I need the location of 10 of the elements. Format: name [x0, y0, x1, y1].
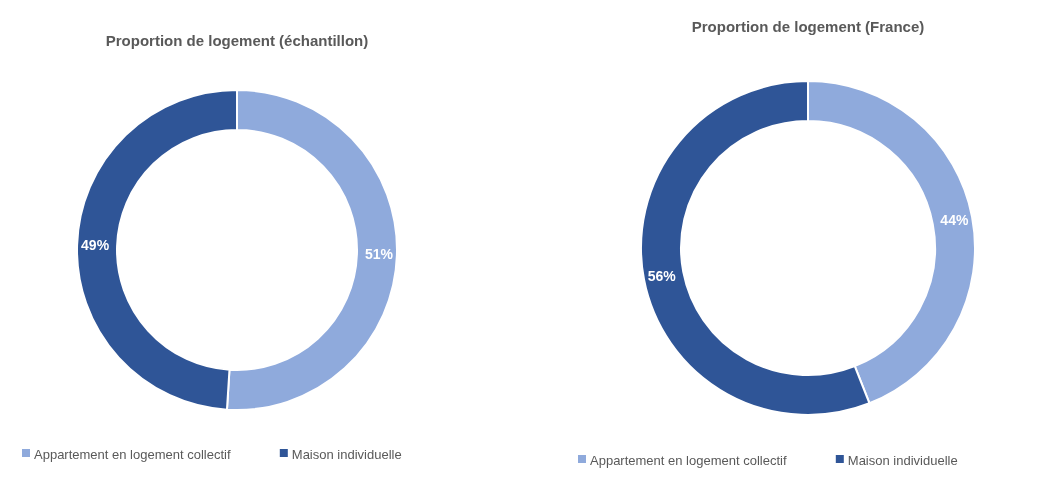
chart-title: Proportion de logement (France) [691, 18, 925, 35]
data-label: 44% [940, 211, 969, 228]
data-label: 56% [647, 267, 677, 284]
legend-label: Maison individuelle [291, 446, 402, 462]
chart-title: Proportion de logement (échantillon) [105, 32, 369, 49]
data-label: 49% [81, 237, 110, 254]
legend-label: Appartement en logement collectif [590, 452, 787, 468]
legend-label: Maison individuelle [847, 452, 958, 468]
legend-label: Appartement en logement collectif [34, 446, 231, 462]
data-label: 51% [364, 246, 394, 263]
